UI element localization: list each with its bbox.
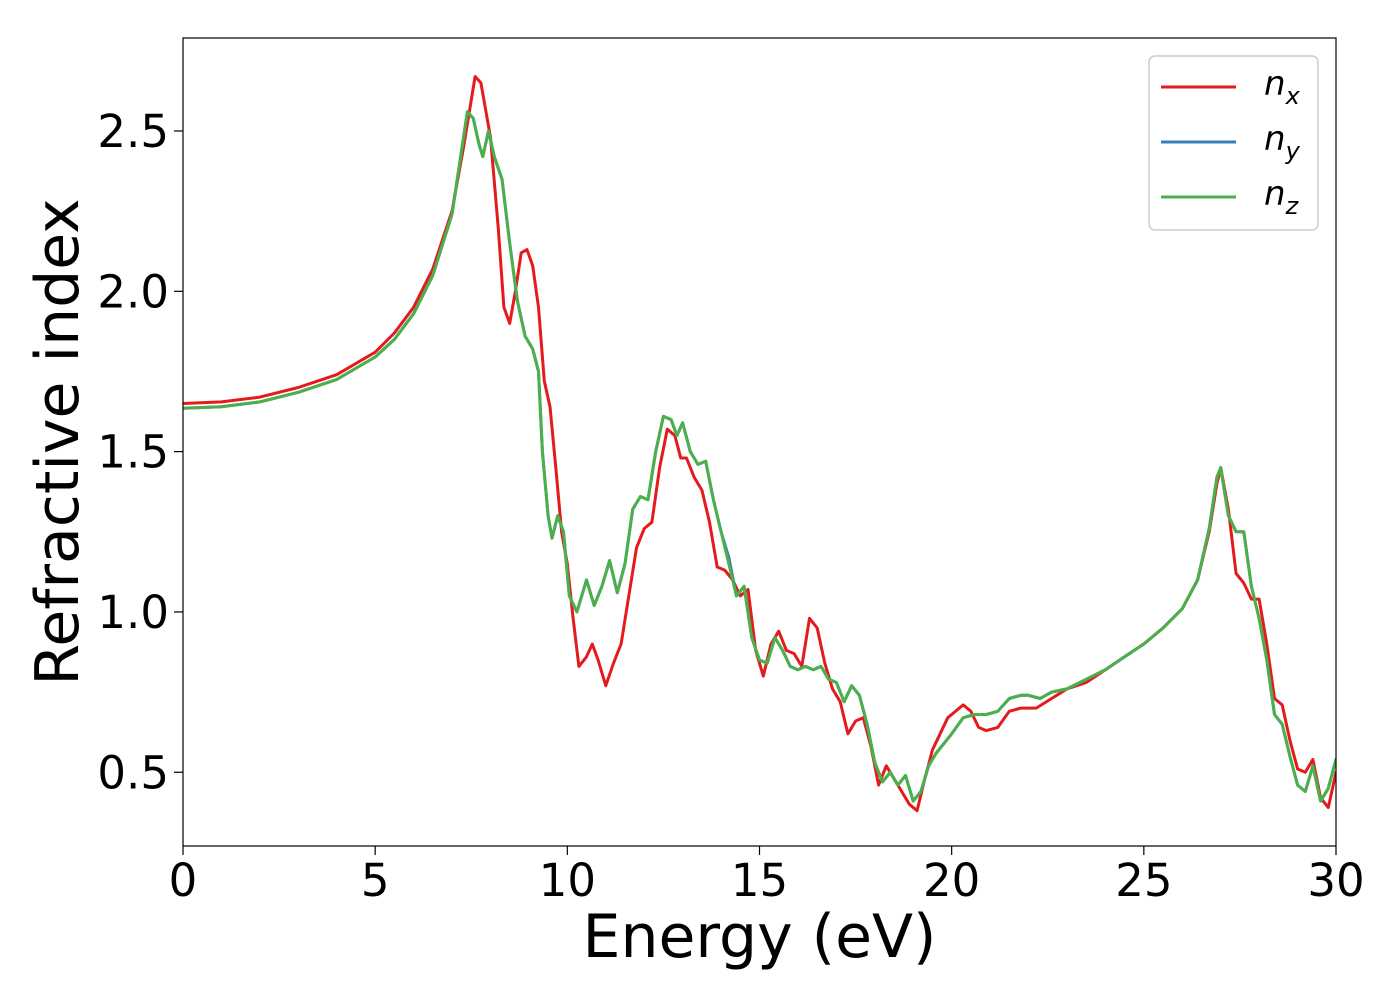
x-tick-label: 20 <box>923 854 980 907</box>
y-tick-label: 2.5 <box>97 105 169 158</box>
y-axis: 0.5 1.0 1.5 2.0 2.5 <box>97 105 183 799</box>
y-tick-label: 1.5 <box>97 426 169 479</box>
y-tick-label: 2.0 <box>97 265 169 318</box>
legend-label-ny: ny <box>1264 119 1301 165</box>
series-line-nz <box>183 110 1336 803</box>
x-tick-label: 10 <box>539 854 596 907</box>
series-layer <box>183 75 1336 813</box>
y-tick-label: 0.5 <box>97 746 169 799</box>
legend-label-nz: nz <box>1264 174 1300 220</box>
x-tick-label: 30 <box>1307 854 1364 907</box>
x-tick-label: 0 <box>169 854 198 907</box>
y-axis-label: Refractive index <box>23 198 93 685</box>
legend: nx ny nz <box>1148 55 1319 231</box>
x-tick-label: 5 <box>361 854 390 907</box>
legend-label-nx: nx <box>1264 64 1301 110</box>
x-tick-label: 25 <box>1115 854 1172 907</box>
y-tick-label: 1.0 <box>97 586 169 639</box>
x-axis: 0 5 10 15 20 25 30 <box>169 846 1365 907</box>
x-tick-label: 15 <box>731 854 788 907</box>
x-axis-label: Energy (eV) <box>583 902 937 972</box>
